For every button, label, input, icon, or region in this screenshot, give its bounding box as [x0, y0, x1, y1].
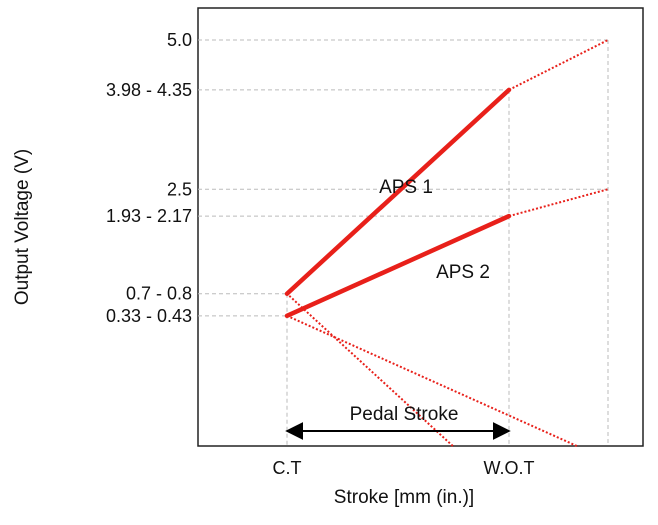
- series-label-aps1: APS 1: [379, 177, 433, 198]
- aps-1-extension-low: [286, 292, 454, 447]
- aps-2-line: [284, 213, 512, 319]
- y-tick-label: 0.7 - 0.8: [126, 284, 192, 304]
- y-tick-label: 0.33 - 0.43: [106, 306, 192, 326]
- pedal-stroke-label: Pedal Stroke: [350, 404, 459, 425]
- y-tick-label: 1.93 - 2.17: [106, 206, 192, 226]
- aps-1-extension-high: [508, 39, 609, 91]
- series-label-aps2: APS 2: [436, 262, 490, 283]
- x-tick-label: C.T: [273, 458, 302, 478]
- x-tick-label: W.O.T: [484, 458, 535, 478]
- y-tick-label: 3.98 - 4.35: [106, 80, 192, 100]
- aps-2-extension-low: [286, 314, 578, 447]
- plot-frame: [197, 7, 644, 447]
- aps-2-extension-high: [508, 188, 609, 218]
- y-tick-label: 5.0: [167, 30, 192, 50]
- x-axis-label: Stroke [mm (in.)]: [334, 487, 474, 508]
- aps-1-line: [284, 87, 512, 296]
- y-tick-label: 2.5: [167, 179, 192, 199]
- y-axis-label: Output Voltage (V): [12, 149, 33, 305]
